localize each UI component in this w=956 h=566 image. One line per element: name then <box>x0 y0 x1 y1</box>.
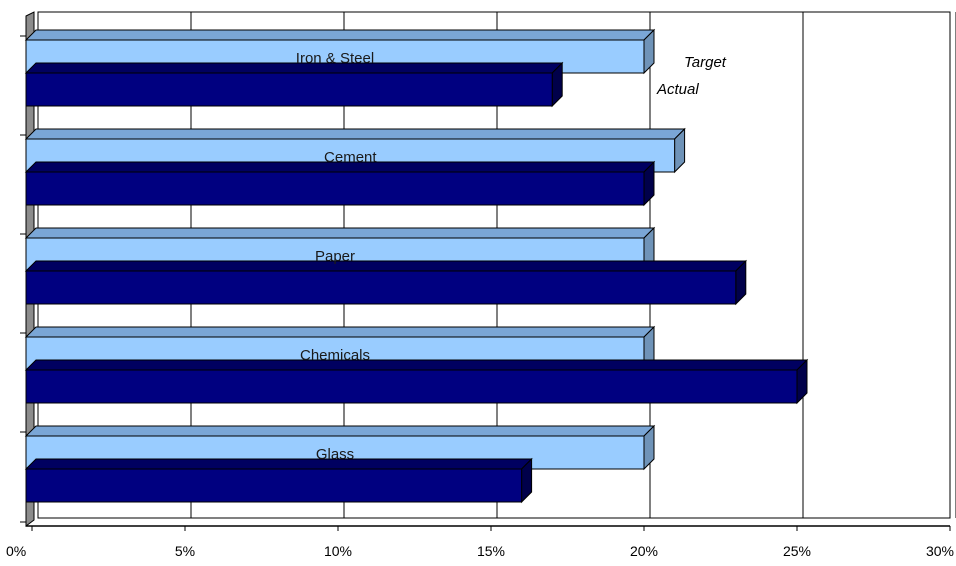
category-labels: Iron & Steel Cement Paper Chemicals Glass <box>296 50 378 463</box>
legend-label-actual: Actual <box>656 81 699 98</box>
actual-bar <box>24 160 656 207</box>
actual-bar <box>24 457 533 504</box>
actual-bar <box>24 259 748 306</box>
x-tick-label: 15% <box>477 543 505 559</box>
x-tick-label: 10% <box>324 543 352 559</box>
x-tick-label: 20% <box>630 543 658 559</box>
legend: Target Actual <box>656 54 727 98</box>
category-label: Glass <box>316 446 354 463</box>
category-label: Iron & Steel <box>296 50 374 67</box>
x-tick-label: 30% <box>926 543 954 559</box>
x-tick-label: 25% <box>783 543 811 559</box>
category-label: Cement <box>324 149 377 166</box>
legend-label-target: Target <box>684 54 727 71</box>
x-axis-ticks: 0% 5% 10% 15% 20% 25% 30% <box>6 526 954 559</box>
x-tick-label: 5% <box>175 543 195 559</box>
actual-bar <box>24 358 809 405</box>
bars <box>24 28 809 504</box>
x-tick-label: 0% <box>6 543 26 559</box>
category-label: Paper <box>315 248 355 265</box>
actual-bar <box>24 61 564 108</box>
category-label: Chemicals <box>300 347 370 364</box>
